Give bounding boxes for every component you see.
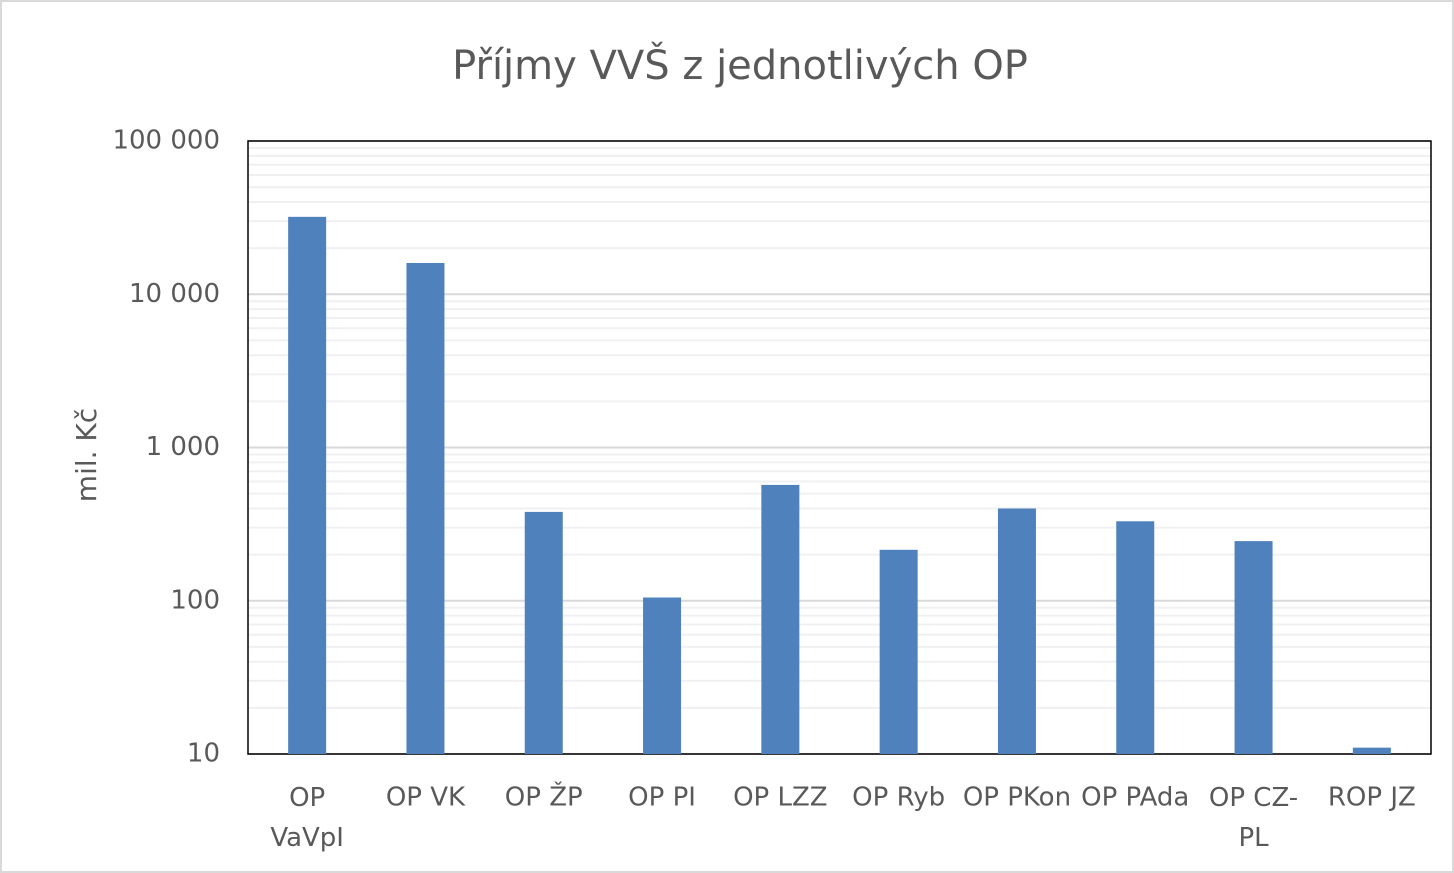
y-tick-label: 10 000 (129, 279, 220, 309)
x-tick-label: OP LZZ (733, 783, 828, 813)
bar (1352, 747, 1391, 754)
bar (288, 216, 327, 755)
bar (879, 549, 918, 754)
bar (997, 508, 1036, 754)
x-tick-label: OP VK (386, 783, 466, 813)
y-axis-label: mil. Kč (70, 408, 103, 502)
x-tick-label: OP PI (628, 783, 696, 813)
x-tick-label: OP PAda (1081, 783, 1189, 813)
bar (524, 511, 563, 754)
bar (761, 484, 800, 754)
bar (643, 597, 682, 754)
x-tick-label: ROP JZ (1328, 783, 1416, 813)
y-tick-label: 100 (170, 585, 220, 615)
x-tick-label: OP Ryb (852, 783, 945, 813)
bar (406, 262, 445, 754)
x-tick-label: OP VaVpI (270, 783, 344, 853)
y-tick-label: 10 (187, 739, 220, 769)
y-tick-label: 100 000 (112, 126, 220, 156)
bar (1234, 541, 1273, 754)
y-tick-label: 1 000 (146, 432, 220, 462)
plot-area-border (247, 140, 1432, 755)
x-tick-label: OP ŽP (505, 781, 583, 813)
chart-title: Příjmy VVŠ z jednotlivých OP (452, 41, 1028, 89)
x-tick-label: OP CZ-PL (1209, 783, 1298, 853)
bar (1116, 521, 1155, 754)
x-tick-label: OP PKon (963, 783, 1071, 813)
